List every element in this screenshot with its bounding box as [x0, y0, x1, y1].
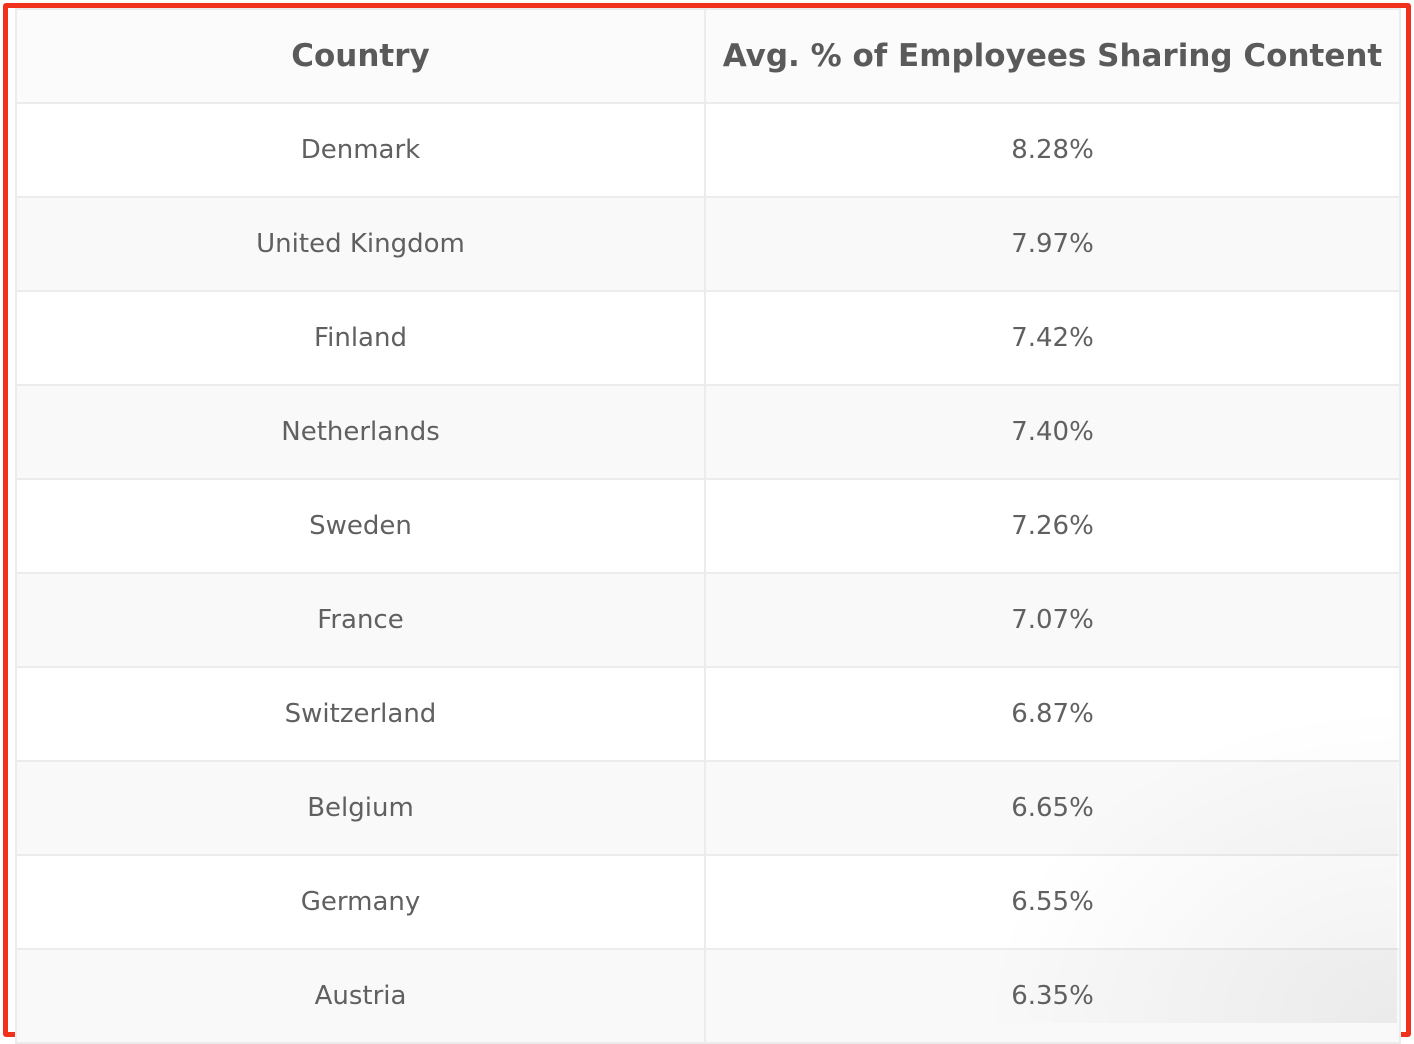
- cell-value: 6.35%: [704, 948, 1401, 1044]
- cell-value: 7.07%: [704, 572, 1401, 668]
- table-row: Belgium 6.65%: [15, 760, 1401, 856]
- table-row: Netherlands 7.40%: [15, 384, 1401, 480]
- table-row: Germany 6.55%: [15, 854, 1401, 950]
- cell-country: United Kingdom: [15, 196, 706, 292]
- cell-country: Switzerland: [15, 666, 706, 762]
- cell-country: Netherlands: [15, 384, 706, 480]
- cell-country: France: [15, 572, 706, 668]
- table-row: Sweden 7.26%: [15, 478, 1401, 574]
- cell-value: 6.55%: [704, 854, 1401, 950]
- cell-country: Sweden: [15, 478, 706, 574]
- table-row: France 7.07%: [15, 572, 1401, 668]
- cell-value: 6.87%: [704, 666, 1401, 762]
- table-row: Denmark 8.28%: [15, 102, 1401, 198]
- table-row: Switzerland 6.87%: [15, 666, 1401, 762]
- table-row: Austria 6.35%: [15, 948, 1401, 1044]
- cell-country: Austria: [15, 948, 706, 1044]
- header-country: Country: [15, 8, 706, 104]
- cell-country: Denmark: [15, 102, 706, 198]
- cell-value: 7.97%: [704, 196, 1401, 292]
- cell-value: 7.26%: [704, 478, 1401, 574]
- header-avg-percent: Avg. % of Employees Sharing Content: [704, 8, 1401, 104]
- cell-country: Finland: [15, 290, 706, 386]
- cell-value: 7.40%: [704, 384, 1401, 480]
- table-header-row: Country Avg. % of Employees Sharing Cont…: [15, 8, 1401, 104]
- cell-value: 7.42%: [704, 290, 1401, 386]
- table-row: United Kingdom 7.97%: [15, 196, 1401, 292]
- employee-sharing-table: Country Avg. % of Employees Sharing Cont…: [15, 8, 1401, 1044]
- table-row: Finland 7.42%: [15, 290, 1401, 386]
- cell-country: Germany: [15, 854, 706, 950]
- cell-value: 6.65%: [704, 760, 1401, 856]
- cell-value: 8.28%: [704, 102, 1401, 198]
- cell-country: Belgium: [15, 760, 706, 856]
